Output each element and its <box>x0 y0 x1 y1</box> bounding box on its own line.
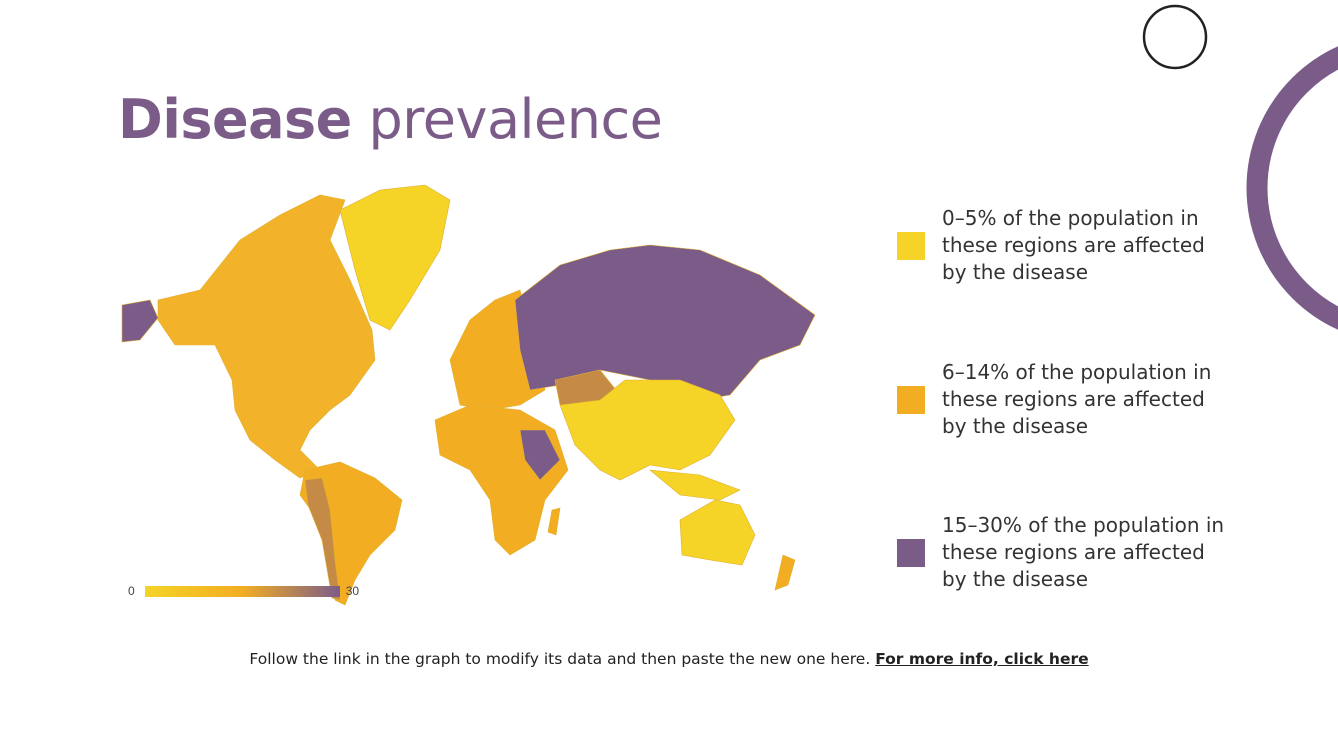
scale-min-label: 0 <box>128 584 135 598</box>
decorative-circle-outline <box>1142 4 1208 70</box>
legend-swatch-high <box>897 538 925 567</box>
region-asia <box>559 379 736 481</box>
region-australia <box>679 499 756 566</box>
footer-note: Follow the link in the graph to modify i… <box>0 650 1338 668</box>
region-alaska <box>121 299 159 343</box>
region-greenland <box>339 184 451 331</box>
legend-text-mid: 6–14% of the population in these regions… <box>942 360 1212 438</box>
region-north-america <box>157 194 376 479</box>
region-russia <box>514 244 816 401</box>
region-east-africa <box>519 429 561 481</box>
region-south-america-west <box>304 477 341 601</box>
legend-item-high: 15–30% of the population in these region… <box>897 512 1227 593</box>
legend-item-low: 0–5% of the population in these regions … <box>897 205 1227 286</box>
region-new-zealand <box>774 554 796 591</box>
legend-text-low: 0–5% of the population in these regions … <box>942 206 1205 284</box>
color-scale: 0 30 <box>128 584 359 598</box>
legend-item-mid: 6–14% of the population in these regions… <box>897 359 1227 440</box>
title-bold: Disease <box>118 88 352 151</box>
legend-swatch-mid <box>897 385 925 414</box>
region-southeast-asia <box>649 469 741 501</box>
scale-max-label: 30 <box>345 584 360 598</box>
legend-swatch-low <box>897 231 925 260</box>
decorative-ring <box>1246 46 1338 330</box>
region-madagascar <box>547 507 561 536</box>
title-light: prevalence <box>368 88 663 151</box>
page-title: Disease prevalence <box>118 88 663 151</box>
scale-gradient-bar <box>144 585 340 597</box>
footer-text: Follow the link in the graph to modify i… <box>249 650 876 668</box>
legend-text-high: 15–30% of the population in these region… <box>942 513 1225 591</box>
region-africa <box>434 404 569 556</box>
more-info-link[interactable]: For more info, click here <box>875 650 1089 668</box>
